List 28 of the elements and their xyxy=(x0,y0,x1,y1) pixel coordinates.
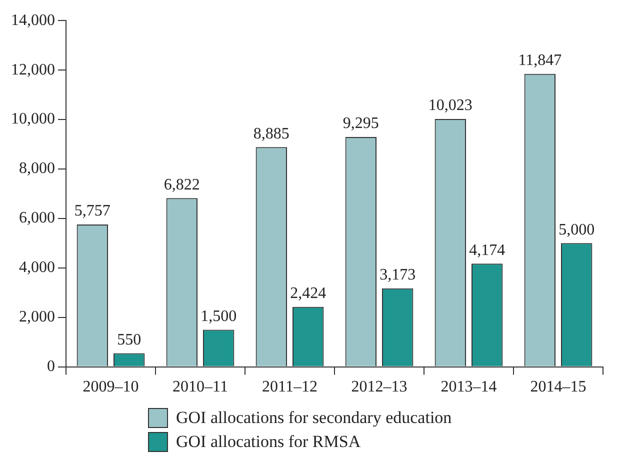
x-tick-label: 2009–10 xyxy=(82,378,139,396)
x-tick-label: 2014–15 xyxy=(530,378,586,396)
x-tick-label: 2012–13 xyxy=(351,378,408,396)
data-label: 6,822 xyxy=(164,176,200,194)
y-tick-label: 6,000 xyxy=(19,210,55,227)
data-label: 2,424 xyxy=(290,285,326,302)
data-label: 550 xyxy=(117,331,142,348)
x-tick-label: 2010–11 xyxy=(172,378,228,396)
legend-label: GOI allocations for secondary education xyxy=(176,408,452,428)
data-label: 8,885 xyxy=(253,125,290,142)
y-tick-label: 2,000 xyxy=(19,308,55,326)
data-label: 10,023 xyxy=(428,97,472,114)
data-label: 1,500 xyxy=(200,308,237,325)
data-label: 11,847 xyxy=(518,52,562,70)
legend-label: GOI allocations for RMSA xyxy=(176,432,361,452)
data-label: 9,295 xyxy=(342,115,379,132)
data-label: 3,173 xyxy=(380,266,416,284)
y-tick-label: 12,000 xyxy=(11,61,55,78)
y-tick-label: 14,000 xyxy=(11,12,55,29)
y-tick-label: 4,000 xyxy=(19,259,55,276)
x-tick-label: 2011–12 xyxy=(262,378,318,396)
y-tick-label: 0 xyxy=(47,358,55,376)
data-label: 4,174 xyxy=(469,242,506,259)
x-tick-label: 2013–14 xyxy=(440,378,497,396)
data-label: 5,000 xyxy=(558,221,595,238)
y-tick-label: 8,000 xyxy=(19,160,55,178)
data-label: 5,757 xyxy=(74,202,110,220)
y-tick-label: 10,000 xyxy=(11,110,55,128)
